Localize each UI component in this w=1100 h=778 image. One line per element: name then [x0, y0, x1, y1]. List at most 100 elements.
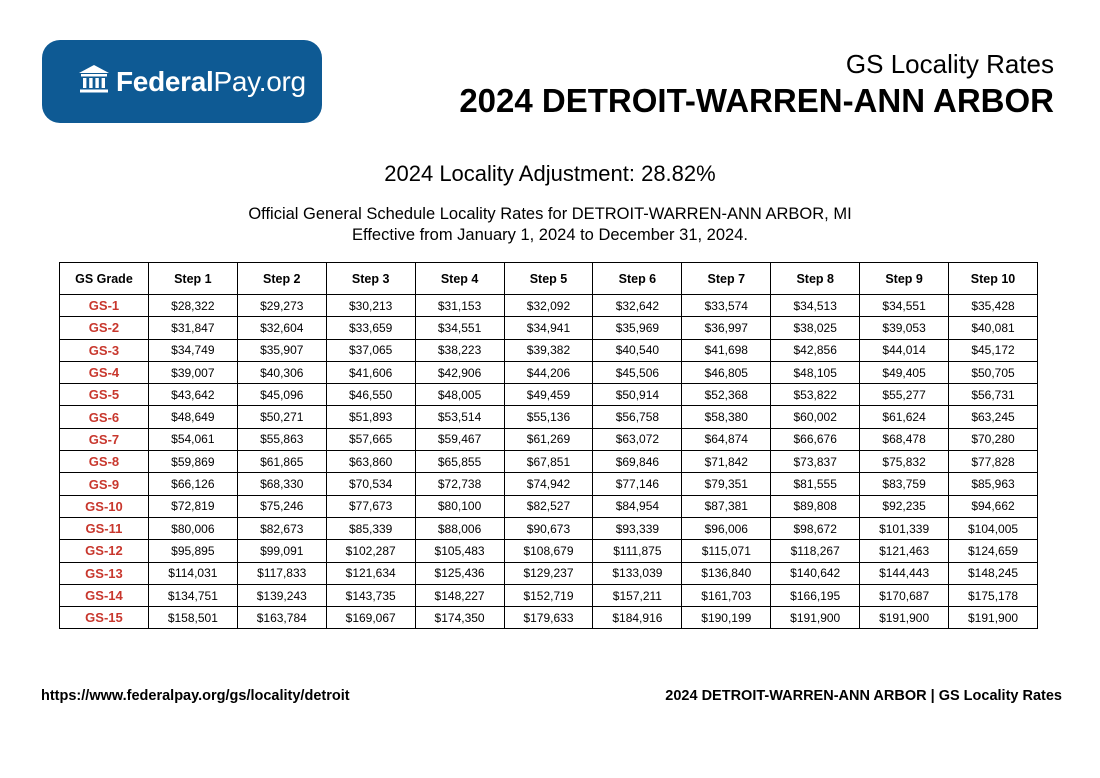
- grade-cell: GS-3: [59, 338, 149, 362]
- footer-title: 2024 DETROIT-WARREN-ANN ARBOR | GS Local…: [665, 688, 1062, 704]
- rate-cell: $117,833: [236, 561, 327, 585]
- rate-cell: $169,067: [325, 606, 416, 630]
- rate-cell: $121,463: [859, 539, 950, 563]
- table-row: GS-1 $28,322 $29,273 $30,213 $31,153 $32,092 $…: [59, 293, 1038, 318]
- rate-cell: $84,954: [592, 494, 683, 518]
- rate-cell: $30,213: [325, 293, 416, 318]
- grade-cell: GS-15: [59, 606, 149, 630]
- rate-cell: $148,245: [948, 561, 1038, 585]
- rate-cell: $73,837: [770, 450, 861, 474]
- grade-cell: GS-1: [59, 293, 149, 318]
- rate-cell: $44,014: [859, 338, 950, 362]
- rate-cell: $75,246: [236, 494, 327, 518]
- rate-cell: $52,368: [681, 383, 772, 407]
- rate-cell: $34,513: [770, 293, 861, 318]
- rate-cell: $32,092: [503, 293, 594, 318]
- rate-cell: $124,659: [948, 539, 1038, 563]
- rate-cell: $38,025: [770, 316, 861, 340]
- table-row: GS-4 $39,007 $40,306 $41,606 $42,906 $44,206 $…: [59, 360, 1038, 385]
- rate-cell: $28,322: [147, 293, 238, 318]
- description-line-2: Effective from January 1, 2024 to Decemb…: [352, 226, 748, 244]
- rate-cell: $79,351: [681, 472, 772, 496]
- rate-cell: $56,758: [592, 405, 683, 429]
- rate-cell: $45,506: [592, 360, 683, 385]
- grade-cell: GS-2: [59, 316, 149, 340]
- rate-cell: $33,659: [325, 316, 416, 340]
- rate-cell: $87,381: [681, 494, 772, 518]
- rate-cell: $70,534: [325, 472, 416, 496]
- rate-cell: $29,273: [236, 293, 327, 318]
- federalpay-logo[interactable]: FederalPay.org: [42, 40, 322, 123]
- rate-cell: $152,719: [503, 583, 594, 608]
- rate-cell: $157,211: [592, 583, 683, 608]
- rate-cell: $57,665: [325, 427, 416, 452]
- table-row: GS-5 $43,642 $45,096 $46,550 $48,005 $49,459 $…: [59, 383, 1038, 407]
- rate-cell: $56,731: [948, 383, 1038, 407]
- table-row: GS-9 $66,126 $68,330 $70,534 $72,738 $74,942 $…: [59, 472, 1038, 496]
- header-step-4: Step 4: [414, 262, 505, 295]
- rate-cell: $80,006: [147, 516, 238, 541]
- rate-cell: $144,443: [859, 561, 950, 585]
- header-step-1: Step 1: [147, 262, 238, 295]
- locality-rates-table: GS Grade Step 1 Step 2 Step 3 Step 4 Ste…: [59, 262, 1038, 630]
- rate-cell: $42,906: [414, 360, 505, 385]
- rate-cell: $179,633: [503, 606, 594, 630]
- rate-cell: $68,478: [859, 427, 950, 452]
- footer-url[interactable]: https://www.federalpay.org/gs/locality/d…: [41, 688, 350, 704]
- rate-cell: $191,900: [948, 606, 1038, 630]
- rate-cell: $46,550: [325, 383, 416, 407]
- rate-cell: $105,483: [414, 539, 505, 563]
- rate-cell: $53,822: [770, 383, 861, 407]
- rate-cell: $45,172: [948, 338, 1038, 362]
- header-step-6: Step 6: [592, 262, 683, 295]
- rate-cell: $40,540: [592, 338, 683, 362]
- rate-cell: $31,847: [147, 316, 238, 340]
- rate-cell: $72,738: [414, 472, 505, 496]
- rate-cell: $129,237: [503, 561, 594, 585]
- rate-cell: $163,784: [236, 606, 327, 630]
- rate-cell: $54,061: [147, 427, 238, 452]
- rate-cell: $46,805: [681, 360, 772, 385]
- rate-cell: $133,039: [592, 561, 683, 585]
- header-step-3: Step 3: [325, 262, 416, 295]
- rate-cell: $161,703: [681, 583, 772, 608]
- grade-cell: GS-5: [59, 383, 149, 407]
- rate-cell: $49,405: [859, 360, 950, 385]
- header-step-8: Step 8: [770, 262, 861, 295]
- rate-cell: $61,865: [236, 450, 327, 474]
- rate-cell: $55,863: [236, 427, 327, 452]
- rate-cell: $111,875: [592, 539, 683, 563]
- logo-text: FederalPay.org: [116, 65, 306, 97]
- rate-cell: $53,514: [414, 405, 505, 429]
- rate-cell: $166,195: [770, 583, 861, 608]
- rate-cell: $36,997: [681, 316, 772, 340]
- rate-cell: $50,271: [236, 405, 327, 429]
- rate-cell: $125,436: [414, 561, 505, 585]
- grade-cell: GS-13: [59, 561, 149, 585]
- table-row: GS-7 $54,061 $55,863 $57,665 $59,467 $61,269 $…: [59, 427, 1038, 452]
- grade-cell: GS-14: [59, 583, 149, 608]
- grade-cell: GS-9: [59, 472, 149, 496]
- rate-cell: $115,071: [681, 539, 772, 563]
- rate-cell: $85,339: [325, 516, 416, 541]
- rate-cell: $85,963: [948, 472, 1038, 496]
- rate-cell: $143,735: [325, 583, 416, 608]
- page-title: 2024 DETROIT-WARREN-ANN ARBOR: [459, 82, 1054, 119]
- header-step-2: Step 2: [236, 262, 327, 295]
- table-body: GS-1 $28,322 $29,273 $30,213 $31,153 $32,092 $…: [59, 293, 1038, 630]
- rate-cell: $136,840: [681, 561, 772, 585]
- rate-cell: $39,053: [859, 316, 950, 340]
- rate-cell: $43,642: [147, 383, 238, 407]
- rate-cell: $158,501: [147, 606, 238, 630]
- table-row: GS-10 $72,819 $75,246 $77,673 $80,100 $82,527…: [59, 494, 1038, 518]
- header-subtitle: GS Locality Rates: [845, 49, 1054, 79]
- rate-cell: $82,673: [236, 516, 327, 541]
- rate-cell: $40,306: [236, 360, 327, 385]
- rate-cell: $35,428: [948, 293, 1038, 318]
- rate-cell: $88,006: [414, 516, 505, 541]
- table-row: GS-6 $48,649 $50,271 $51,893 $53,514 $55,136 $…: [59, 405, 1038, 429]
- rate-cell: $66,676: [770, 427, 861, 452]
- table-row: GS-15 $158,501 $163,784 $169,067 $174,350 $17…: [59, 606, 1038, 630]
- rate-cell: $33,574: [681, 293, 772, 318]
- locality-adjustment: 2024 Locality Adjustment: 28.82%: [384, 161, 716, 186]
